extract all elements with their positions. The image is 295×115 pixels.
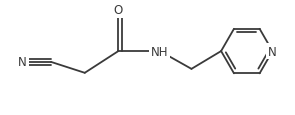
- Text: O: O: [114, 4, 123, 17]
- Text: N: N: [268, 45, 277, 58]
- Text: N: N: [18, 56, 27, 69]
- Text: NH: NH: [151, 45, 169, 58]
